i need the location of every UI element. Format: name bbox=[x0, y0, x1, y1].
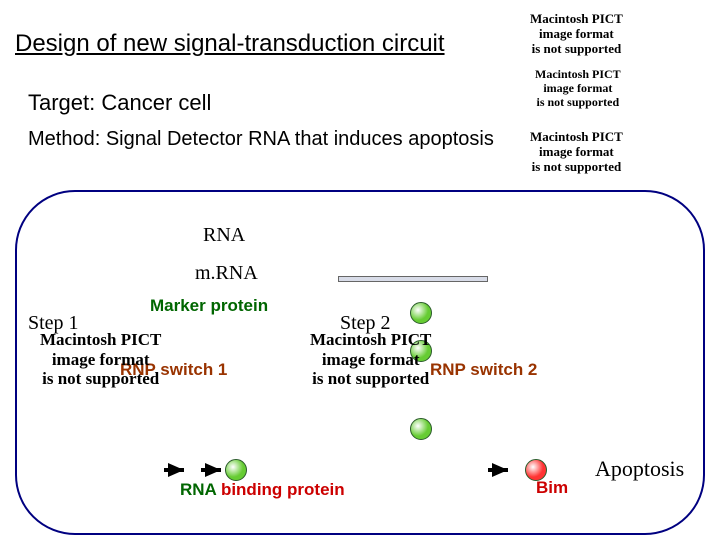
rnp-switch-2-label: RNP switch 2 bbox=[430, 360, 537, 380]
pict-placeholder: Macintosh PICTimage formatis not support… bbox=[40, 330, 161, 389]
pict-placeholder: Macintosh PICTimage formatis not support… bbox=[530, 130, 623, 175]
mrna-label: m.RNA bbox=[195, 262, 258, 285]
green-dot-icon bbox=[410, 418, 432, 440]
rbp-bp-part: binding protein bbox=[221, 480, 345, 499]
marker-protein-label: Marker protein bbox=[150, 296, 268, 316]
red-dot-icon bbox=[525, 459, 547, 481]
pict-placeholder: Macintosh PICTimage formatis not support… bbox=[310, 330, 431, 389]
pict-placeholder: Macintosh PICTimage formatis not support… bbox=[530, 12, 623, 57]
rbp-rna-part: RNA bbox=[180, 480, 221, 499]
page-title: Design of new signal-transduction circui… bbox=[15, 30, 445, 58]
green-dot-icon bbox=[410, 302, 432, 324]
arrow-right-icon bbox=[205, 463, 221, 477]
apoptosis-label: Apoptosis bbox=[595, 456, 684, 482]
pict-placeholder: Macintosh PICTimage formatis not support… bbox=[535, 68, 621, 109]
rna-label: RNA bbox=[203, 224, 245, 247]
arrow-right-icon bbox=[168, 463, 184, 477]
green-dot-icon bbox=[225, 459, 247, 481]
bim-label: Bim bbox=[536, 478, 568, 498]
rna-binding-protein-label: RNA binding protein bbox=[180, 480, 345, 500]
target-line: Target: Cancer cell bbox=[28, 90, 211, 116]
bar-shape bbox=[338, 276, 488, 282]
method-line: Method: Signal Detector RNA that induces… bbox=[28, 128, 494, 151]
arrow-right-icon bbox=[492, 463, 508, 477]
